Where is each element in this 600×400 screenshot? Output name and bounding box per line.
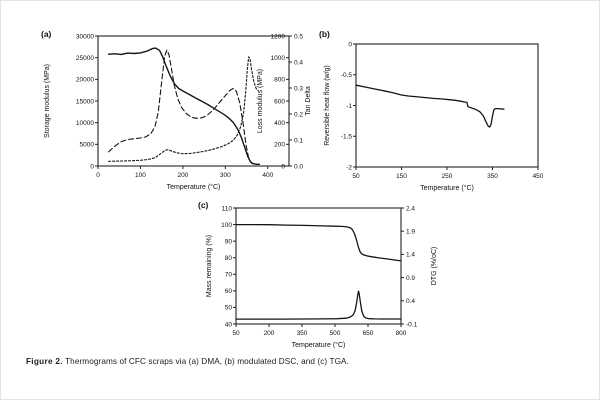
dma-storage-tick-label: 10000 [76,120,94,127]
dsc-chart-panel-b: 50 150 250 350 450 Temperature (°C) (b) 0 -0.5 -1… [314,21,574,199]
tga-mass-tick-label: 100 [221,222,232,229]
tga-mass-tick-label: 110 [222,205,233,212]
dma-loss-tick-label: 200 [274,142,285,149]
dsc-x-axis-title: Temperature (°C) [420,184,474,192]
dma-tan-tick-label: 0.2 [294,111,303,118]
tga-plot-box [235,207,402,325]
dsc-heat-tick-label: -0.5 [341,72,353,79]
dma-loss-tick-label: 800 [274,77,285,84]
figure-caption-text: Thermograms of CFC scraps via (a) DMA, (… [65,357,349,366]
dma-tan-tick-label: 0.5 [294,33,303,40]
tga-x-tick-label: 650 [363,330,374,337]
tga-panel-label: (c) [198,200,209,210]
dsc-heat-tick-label: -1 [346,103,352,110]
tga-mass-tick-label: 70 [225,272,233,279]
dma-tan-tick-label: 0.3 [294,85,303,92]
tga-dtg-tick-label: -0.1 [406,321,418,328]
dma-tan-axis-title: Tan Delta [305,86,312,116]
dma-loss-tick-label: 1000 [271,55,286,62]
tga-x-tick-label: 200 [264,330,275,337]
tga-mass-tick-label: 90 [225,238,233,245]
tga-dtg-tick-label: 2.4 [406,205,415,212]
dma-storage-tick-label: 0 [90,163,94,170]
dma-storage-tick-label: 20000 [76,77,94,84]
tga-dtg-axis-title: DTG (%/oC) [431,247,438,286]
figure-caption-label: Figure 2. [26,357,63,366]
tga-x-tick-label: 350 [297,330,308,337]
dma-storage-tick-label: 30000 [76,33,94,40]
dma-storage-tick-label: 5000 [80,142,95,149]
dma-x-tick-label: 100 [135,172,146,179]
dsc-heat-tick-label: -2 [346,164,352,171]
dma-x-tick-label: 0 [96,172,100,179]
tga-dtg-tick-label: 1.9 [406,229,415,236]
dma-loss-tick-label: 1200 [271,33,286,40]
tga-x-tick-label: 800 [396,330,407,337]
dsc-x-tick-label: 350 [487,173,498,180]
dma-x-tick-label: 200 [177,172,188,179]
dma-storage-axis-title: Storage modulus (MPa) [44,64,51,138]
dma-series-tan [108,56,259,162]
tga-x-tick-label: 500 [330,330,341,337]
dsc-panel-label: (b) [319,29,330,39]
tga-mass-tick-label: 40 [225,321,233,328]
tga-plot-svg: 50 200 350 500 650 800 Temperature (°C) (c) 40 50… [198,200,438,349]
tga-x-axis-title: Temperature (°C) [292,341,346,349]
dma-x-tick-label: 300 [220,172,231,179]
dma-tan-tick-label: 0.0 [294,163,303,170]
tga-dtg-tick-label: 1.4 [406,252,415,259]
dma-storage-tick-label: 25000 [76,55,94,62]
dma-x-tick-label: 400 [262,172,273,179]
dsc-plot-box [355,43,539,168]
tga-dtg-tick-label: 0.4 [406,298,415,305]
tga-mass-tick-label: 50 [225,305,233,312]
dma-series-storage [107,47,260,165]
dma-loss-tick-label: 0 [281,163,285,170]
dma-x-axis-title: Temperature (°C) [167,183,221,191]
tga-series-dtg [235,290,402,320]
dsc-plot-svg: 50 150 250 350 450 Temperature (°C) (b) 0 -0.5 -1… [319,29,544,192]
dsc-heat-tick-label: -1.5 [341,134,353,141]
dsc-x-tick-label: 450 [533,173,544,180]
tga-dtg-tick-label: 0.9 [406,275,415,282]
dma-chart-panel-a: 0 100 200 300 400 Temperature (°C) (a) 0 5000 100… [36,21,321,199]
dsc-heat-axis-title: Reversible heat flow (w/g) [324,65,331,146]
dma-series-loss [108,49,259,165]
dsc-x-tick-label: 150 [396,173,407,180]
dsc-x-tick-label: 250 [442,173,453,180]
tga-x-tick-label: 50 [232,330,240,337]
dma-loss-axis-title: Loss modulus (MPa) [257,69,264,133]
dma-loss-tick-label: 400 [274,120,285,127]
tga-series-mass [235,223,402,262]
dma-loss-tick-label: 600 [274,98,285,105]
figure-caption: Figure 2. Thermograms of CFC scraps via … [26,357,566,366]
tga-mass-tick-label: 60 [225,288,233,295]
dma-storage-tick-label: 15000 [76,98,94,105]
dsc-heat-tick-label: 0 [348,41,352,48]
dma-panel-label: (a) [41,29,52,39]
dma-tan-tick-label: 0.4 [294,59,303,66]
dsc-series-heat [355,84,505,128]
tga-mass-tick-label: 80 [225,255,233,262]
tga-chart-panel-c: 50 200 350 500 650 800 Temperature (°C) (c) 40 50… [186,194,471,366]
dma-tan-tick-label: 0.1 [294,137,303,144]
dma-plot-svg: 0 100 200 300 400 Temperature (°C) (a) 0 5000 100… [41,29,312,191]
tga-mass-axis-title: Mass remaining (%) [206,235,213,297]
dsc-x-tick-label: 50 [352,173,360,180]
